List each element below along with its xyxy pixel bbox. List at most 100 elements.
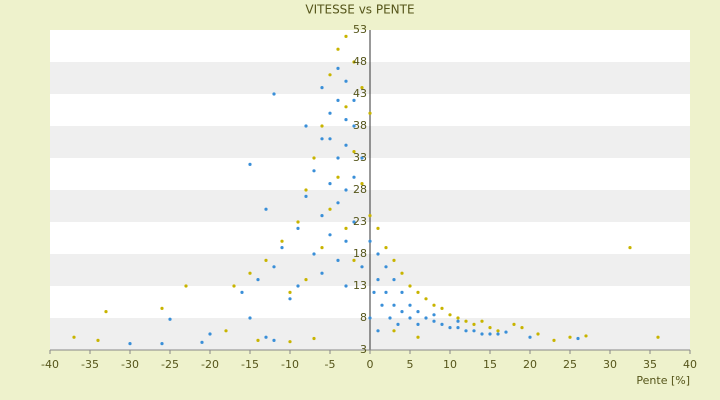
point (408, 284, 412, 288)
x-tick-label: -15 (241, 358, 259, 371)
point (264, 335, 268, 339)
point (312, 169, 316, 173)
point (584, 334, 588, 338)
point (440, 322, 444, 326)
point (304, 124, 308, 128)
point (392, 303, 396, 307)
point (512, 322, 516, 326)
point (376, 278, 380, 282)
point (336, 258, 340, 262)
point (496, 329, 500, 333)
point (344, 34, 348, 39)
point (568, 335, 572, 339)
point (160, 342, 164, 346)
point (488, 326, 492, 330)
x-tick-label: 30 (603, 358, 617, 371)
point (336, 156, 340, 160)
point (424, 297, 428, 301)
point (368, 316, 372, 320)
point (352, 150, 356, 154)
point (304, 194, 308, 198)
point (388, 316, 392, 320)
point (224, 329, 228, 333)
point (344, 79, 348, 83)
y-tick-label: 23 (353, 215, 367, 228)
point (336, 175, 340, 179)
point (552, 338, 556, 342)
point (232, 284, 236, 288)
point (344, 118, 348, 122)
point (128, 342, 132, 346)
point (360, 156, 364, 160)
point (576, 336, 580, 341)
point (344, 143, 348, 147)
point (376, 226, 380, 230)
y-tick-label: 28 (353, 183, 367, 196)
point (288, 297, 292, 301)
point (360, 86, 364, 90)
x-tick-label: 25 (563, 358, 577, 371)
y-tick-label: 13 (353, 279, 367, 292)
point (344, 284, 348, 288)
point (312, 156, 316, 160)
point (368, 214, 372, 218)
point (392, 278, 396, 282)
y-tick-label: 8 (360, 311, 367, 324)
point (304, 188, 308, 192)
point (432, 313, 436, 317)
point (464, 329, 468, 333)
point (392, 258, 396, 262)
point (408, 303, 412, 307)
point (328, 207, 332, 211)
x-tick-label: 5 (407, 358, 414, 371)
point (528, 335, 532, 339)
point (336, 47, 340, 51)
point (272, 265, 276, 269)
point (320, 214, 324, 218)
x-tick-label: -10 (281, 358, 299, 371)
point (344, 188, 348, 192)
point (456, 316, 460, 320)
x-tick-label: 20 (523, 358, 537, 371)
point (480, 319, 484, 323)
point (312, 252, 316, 256)
point (320, 246, 324, 250)
point (336, 98, 340, 102)
point (296, 226, 300, 230)
x-tick-label: -20 (201, 358, 219, 371)
x-axis-label: Pente [%] (636, 374, 690, 387)
point (384, 265, 388, 269)
point (392, 329, 396, 333)
point (400, 271, 404, 275)
point (248, 162, 252, 166)
point (432, 303, 436, 307)
point (368, 111, 372, 115)
point (288, 290, 292, 294)
point (424, 316, 428, 320)
point (352, 175, 356, 179)
point (352, 60, 356, 64)
y-tick-label: 38 (353, 119, 367, 132)
point (304, 278, 308, 282)
point (376, 329, 380, 333)
point (352, 258, 356, 262)
point (312, 336, 316, 341)
point (456, 326, 460, 330)
x-tick-label: -35 (81, 358, 99, 371)
x-tick-label: 40 (683, 358, 697, 371)
point (264, 207, 268, 211)
point (520, 326, 524, 330)
point (416, 335, 420, 339)
point (288, 340, 292, 344)
point (248, 316, 252, 320)
y-tick-label: 53 (353, 23, 367, 36)
point (352, 98, 356, 102)
chart-title: VITESSE vs PENTE (305, 3, 414, 17)
point (432, 319, 436, 323)
point (464, 319, 468, 323)
point (416, 322, 420, 326)
point (320, 124, 324, 128)
point (456, 319, 460, 323)
point (396, 322, 400, 326)
